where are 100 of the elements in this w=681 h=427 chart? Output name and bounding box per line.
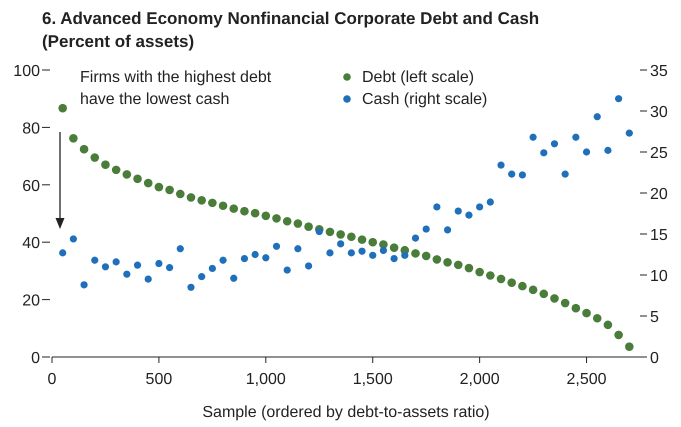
- point: [262, 254, 270, 262]
- point: [486, 271, 495, 280]
- point: [539, 290, 548, 298]
- y-tick-label: 20: [22, 292, 40, 310]
- x-tick-label: 2,000: [460, 371, 500, 388]
- point: [59, 249, 66, 256]
- point: [368, 238, 378, 246]
- point: [625, 342, 634, 351]
- point: [572, 134, 580, 141]
- point: [582, 308, 591, 318]
- point: [208, 198, 217, 208]
- point: [594, 113, 601, 120]
- point: [614, 330, 623, 340]
- point: [380, 246, 388, 254]
- point: [529, 134, 537, 141]
- point: [433, 203, 440, 211]
- point: [101, 160, 110, 170]
- point: [604, 146, 612, 154]
- point: [122, 170, 132, 179]
- y2-tick-label: 10: [650, 268, 668, 285]
- point: [218, 201, 228, 210]
- x-tick-label: 1,500: [352, 371, 393, 388]
- point: [572, 304, 580, 313]
- y2-tick-label: 25: [650, 145, 668, 162]
- point: [208, 264, 216, 272]
- point: [560, 298, 570, 308]
- point: [80, 144, 88, 154]
- point: [476, 203, 484, 211]
- point: [123, 270, 130, 278]
- point: [282, 216, 292, 226]
- point: [336, 230, 345, 239]
- point: [443, 258, 452, 267]
- point: [390, 243, 398, 252]
- point: [133, 174, 142, 184]
- point: [284, 266, 291, 274]
- x-tick-label: 1,000: [246, 371, 286, 388]
- y2-tick-label: 20: [650, 186, 668, 203]
- point: [358, 235, 366, 244]
- point: [497, 162, 505, 169]
- x-tick-label: 0: [48, 371, 57, 388]
- y2-tick-label: 0: [650, 350, 659, 367]
- point: [80, 281, 88, 288]
- point: [90, 153, 100, 162]
- point: [540, 149, 548, 156]
- point: [112, 258, 120, 266]
- point: [240, 206, 249, 216]
- point: [626, 130, 633, 137]
- point: [518, 171, 526, 179]
- legend-label: Cash (right scale): [362, 91, 488, 108]
- point: [176, 245, 184, 252]
- point: [562, 170, 569, 178]
- y2-tick-label: 35: [650, 63, 668, 80]
- point: [615, 95, 622, 102]
- point: [465, 212, 473, 219]
- point: [165, 186, 174, 194]
- y-tick-label: 0: [31, 350, 40, 367]
- point: [294, 219, 302, 228]
- point: [528, 286, 538, 294]
- point: [144, 178, 153, 188]
- point: [550, 294, 559, 303]
- point: [475, 268, 484, 276]
- point: [186, 193, 196, 202]
- point: [176, 190, 185, 198]
- y2-tick-label: 30: [650, 104, 668, 121]
- point: [198, 273, 206, 280]
- point: [326, 228, 334, 236]
- point: [91, 256, 98, 264]
- y-tick-label: 100: [13, 63, 40, 80]
- point: [112, 166, 120, 174]
- point: [486, 198, 494, 206]
- point: [604, 320, 612, 330]
- point: [304, 222, 313, 231]
- point: [412, 234, 420, 242]
- point: [187, 284, 195, 291]
- point: [250, 208, 260, 218]
- annotation: Firms with the highest debt have the lowest cash: [80, 69, 272, 108]
- point: [496, 274, 506, 284]
- chart-title: 6. Advanced Economy Nonfinancial Corporate Debt and Cash: [42, 9, 540, 28]
- point: [454, 260, 463, 270]
- point: [154, 182, 164, 192]
- point: [582, 148, 590, 156]
- point: [58, 104, 67, 112]
- point: [507, 278, 516, 287]
- point: [294, 245, 302, 252]
- point: [411, 249, 420, 258]
- point: [464, 264, 474, 272]
- point: [272, 214, 281, 223]
- point: [390, 255, 398, 262]
- point: [550, 140, 558, 148]
- point: [401, 252, 408, 259]
- point: [316, 228, 323, 236]
- legend-label: Debt (left scale): [362, 69, 474, 86]
- point: [102, 263, 110, 270]
- point: [304, 262, 312, 270]
- point: [272, 242, 280, 250]
- point: [422, 225, 430, 233]
- x-tick-label: 500: [146, 371, 172, 388]
- point: [229, 204, 238, 213]
- y-tick-label: 40: [22, 235, 40, 252]
- x-axis-title: Sample (ordered by debt-to-assets ratio): [202, 404, 490, 421]
